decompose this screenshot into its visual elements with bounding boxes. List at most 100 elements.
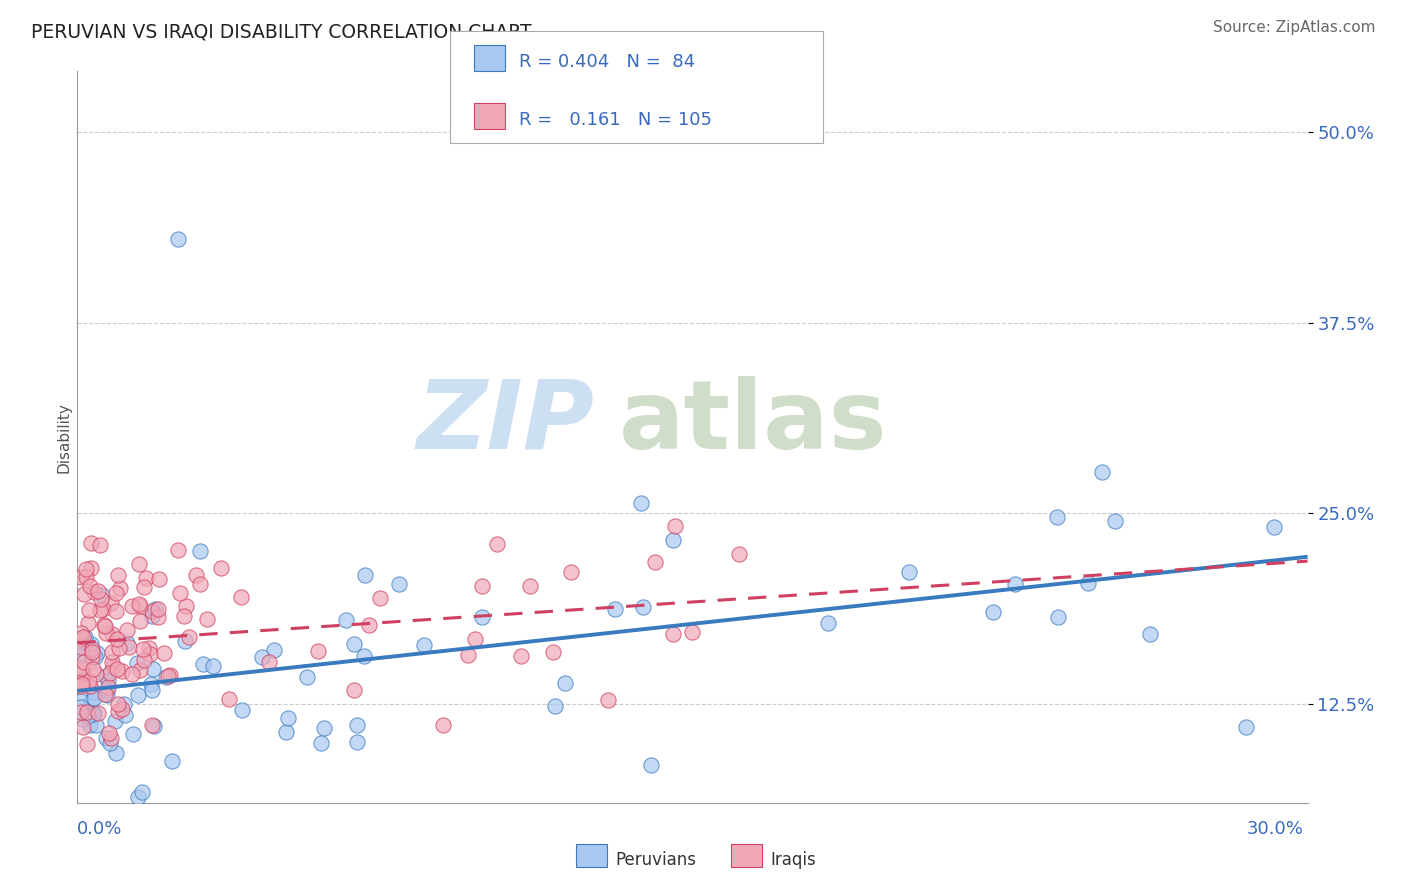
Point (159, 668, 181, 682)
Point (104, 714, 127, 728)
Point (108, 582, 131, 596)
Point (100, 596, 122, 610)
Point (70, 640, 93, 654)
Point (77, 709, 100, 723)
Point (519, 579, 541, 593)
Point (89, 603, 111, 617)
Point (72, 630, 94, 644)
Point (139, 676, 162, 690)
Point (464, 632, 486, 647)
Point (485, 537, 508, 551)
Point (981, 605, 1004, 619)
Point (80, 645, 103, 659)
Point (143, 602, 166, 616)
Point (277, 711, 299, 725)
Point (87, 706, 110, 720)
Point (603, 602, 626, 616)
Point (70, 672, 93, 686)
Text: PERUVIAN VS IRAQI DISABILITY CORRELATION CHART: PERUVIAN VS IRAQI DISABILITY CORRELATION… (31, 22, 531, 41)
Point (560, 565, 582, 579)
Point (72, 666, 94, 681)
Point (201, 659, 224, 673)
Point (105, 663, 128, 677)
Point (90, 591, 112, 606)
Point (141, 717, 163, 731)
Text: R =   0.161   N = 105: R = 0.161 N = 105 (519, 111, 711, 129)
Point (100, 655, 122, 669)
Point (94, 731, 117, 746)
Point (664, 519, 686, 533)
Point (80, 536, 103, 550)
Point (93, 601, 115, 615)
Point (84, 667, 107, 681)
Point (309, 736, 332, 750)
Point (90, 588, 112, 602)
Point (141, 683, 163, 698)
Point (353, 568, 375, 582)
Point (510, 648, 533, 663)
Point (82, 642, 104, 657)
Point (544, 699, 567, 714)
Point (276, 725, 298, 739)
Point (209, 560, 232, 574)
Point (231, 590, 253, 604)
Point (1263, 519, 1285, 533)
Point (167, 232, 190, 246)
Point (83, 585, 105, 599)
Point (353, 648, 375, 663)
Point (121, 599, 143, 614)
Point (132, 642, 155, 657)
Point (343, 682, 366, 697)
Point (141, 609, 163, 624)
Point (97, 726, 120, 740)
Point (96, 683, 118, 698)
Point (188, 577, 212, 591)
Point (127, 688, 149, 702)
Point (101, 645, 124, 659)
Point (72, 712, 94, 726)
Point (107, 697, 129, 711)
Point (1104, 514, 1126, 528)
Point (250, 650, 273, 665)
Point (117, 636, 139, 650)
Point (83, 685, 105, 699)
Point (122, 727, 145, 741)
Point (80, 694, 103, 708)
Point (1234, 720, 1257, 734)
Point (97, 680, 120, 694)
Point (160, 754, 183, 768)
Point (368, 591, 391, 605)
Point (640, 757, 662, 772)
Point (75, 570, 97, 584)
Point (141, 604, 163, 618)
Point (107, 705, 129, 719)
Point (70, 674, 93, 689)
Point (128, 597, 150, 611)
Point (212, 811, 235, 825)
Point (101, 627, 124, 641)
Point (76, 737, 98, 751)
Point (83, 706, 105, 720)
Point (297, 670, 319, 684)
Point (94, 687, 117, 701)
Point (98, 665, 121, 680)
Point (79, 718, 101, 732)
Point (148, 573, 170, 587)
Point (335, 613, 357, 627)
Point (135, 571, 157, 585)
Point (77, 603, 100, 617)
Point (84, 649, 107, 664)
Point (1139, 626, 1161, 640)
Point (662, 533, 685, 548)
Point (132, 653, 155, 667)
Point (817, 616, 839, 631)
Point (596, 693, 619, 707)
Point (76, 706, 98, 720)
Text: Source: ZipAtlas.com: Source: ZipAtlas.com (1212, 20, 1375, 35)
Point (167, 543, 190, 558)
Point (82, 650, 104, 665)
Point (1004, 577, 1026, 591)
Point (388, 577, 411, 591)
Point (70, 679, 93, 693)
Point (457, 648, 479, 663)
